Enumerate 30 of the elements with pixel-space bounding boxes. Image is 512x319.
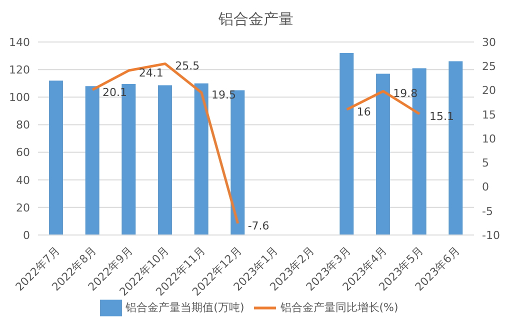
bar	[49, 80, 63, 235]
y2-tick-label: -10	[482, 228, 500, 242]
y2-tick-label: 0	[482, 180, 489, 194]
data-label: 16	[356, 106, 371, 119]
bar	[340, 53, 354, 235]
bar	[85, 86, 100, 235]
y-tick-label: 120	[9, 63, 30, 76]
y2-tick-label: 20	[482, 84, 496, 98]
legend-label: 铝合金产量当期值(万吨)	[126, 301, 244, 314]
y-tick-label: 80	[16, 118, 30, 132]
y-tick-label: 0	[23, 228, 30, 242]
y2-tick-label: 5	[482, 156, 489, 170]
y-tick-label: 60	[16, 146, 30, 160]
y2-tick-label: -5	[482, 204, 493, 218]
chart-title: 铝合金产量	[218, 9, 294, 30]
y-tick-label: 100	[9, 91, 30, 104]
y2-tick-label: 10	[482, 132, 496, 146]
legend-label: 铝合金产量同比增长(%)	[280, 301, 398, 314]
y2-tick-label: 25	[482, 60, 496, 74]
bar	[376, 74, 390, 235]
y-tick-label: 140	[9, 36, 30, 49]
bar	[158, 85, 172, 235]
data-label: -7.6	[248, 219, 270, 232]
y-tick-label: 40	[16, 174, 30, 187]
data-label: 24.1	[138, 66, 164, 80]
bar	[194, 83, 208, 235]
y-tick-label: 20	[16, 201, 30, 214]
y2-tick-label: 30	[482, 36, 496, 49]
y2-tick-label: 15	[482, 108, 496, 122]
data-label: 25.5	[175, 60, 200, 73]
